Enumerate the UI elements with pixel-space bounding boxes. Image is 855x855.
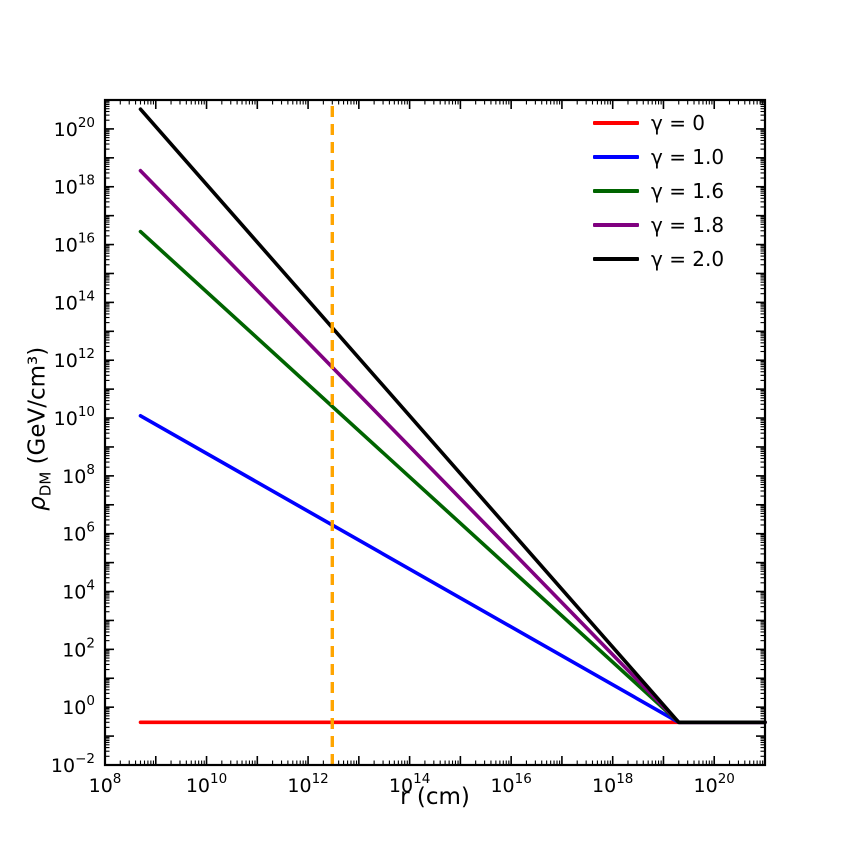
legend-swatch bbox=[593, 120, 639, 125]
legend-label: γ = 1.6 bbox=[651, 178, 725, 203]
y-tick-label: 108 bbox=[62, 462, 95, 488]
y-tick-label: 1010 bbox=[54, 404, 95, 430]
legend-swatch bbox=[593, 188, 639, 193]
legend-label: γ = 1.8 bbox=[651, 212, 725, 237]
x-axis-label: r (cm) bbox=[400, 784, 470, 810]
series-lines bbox=[138, 107, 767, 725]
y-tick-label: 1020 bbox=[54, 115, 95, 141]
legend-item: γ = 2.0 bbox=[593, 246, 725, 271]
legend-swatch bbox=[593, 154, 639, 159]
y-tick-label: 1016 bbox=[54, 231, 95, 257]
rho-symbol: ρ bbox=[24, 496, 51, 511]
plot-border bbox=[103, 98, 767, 767]
y-tick-label: 10−2 bbox=[51, 751, 95, 777]
series-line-4 bbox=[138, 107, 767, 725]
legend-label: γ = 2.0 bbox=[651, 246, 725, 271]
legend-item: γ = 1.8 bbox=[593, 212, 725, 237]
rho-subscript: DM bbox=[36, 471, 55, 497]
y-tick-label: 104 bbox=[62, 578, 95, 604]
legend-swatch bbox=[593, 222, 639, 227]
legend-item: γ = 1.0 bbox=[593, 144, 725, 169]
legend-item: γ = 0 bbox=[593, 110, 724, 135]
legend-label: γ = 1.0 bbox=[651, 144, 725, 169]
legend-item: γ = 1.6 bbox=[593, 178, 725, 203]
series-line-1 bbox=[138, 413, 767, 725]
y-tick-label: 106 bbox=[62, 520, 95, 546]
series-line-2 bbox=[138, 229, 767, 725]
x-tick-label: 108 bbox=[89, 771, 122, 797]
y-tick-label: 100 bbox=[62, 693, 95, 719]
y-tick-label: 1012 bbox=[54, 346, 95, 372]
legend: γ = 0 γ = 1.0 γ = 1.6 γ = 1.8 γ = 2.0 bbox=[593, 110, 725, 271]
legend-swatch bbox=[593, 256, 639, 261]
y-tick-label: 1018 bbox=[54, 173, 95, 199]
y-axis-label: ρDM (GeV/cm³) bbox=[25, 96, 55, 761]
y-axis-unit: (GeV/cm³) bbox=[24, 346, 51, 472]
legend-label: γ = 0 bbox=[651, 110, 706, 135]
y-tick-label: 102 bbox=[62, 635, 95, 661]
y-tick-label: 1014 bbox=[54, 288, 95, 314]
